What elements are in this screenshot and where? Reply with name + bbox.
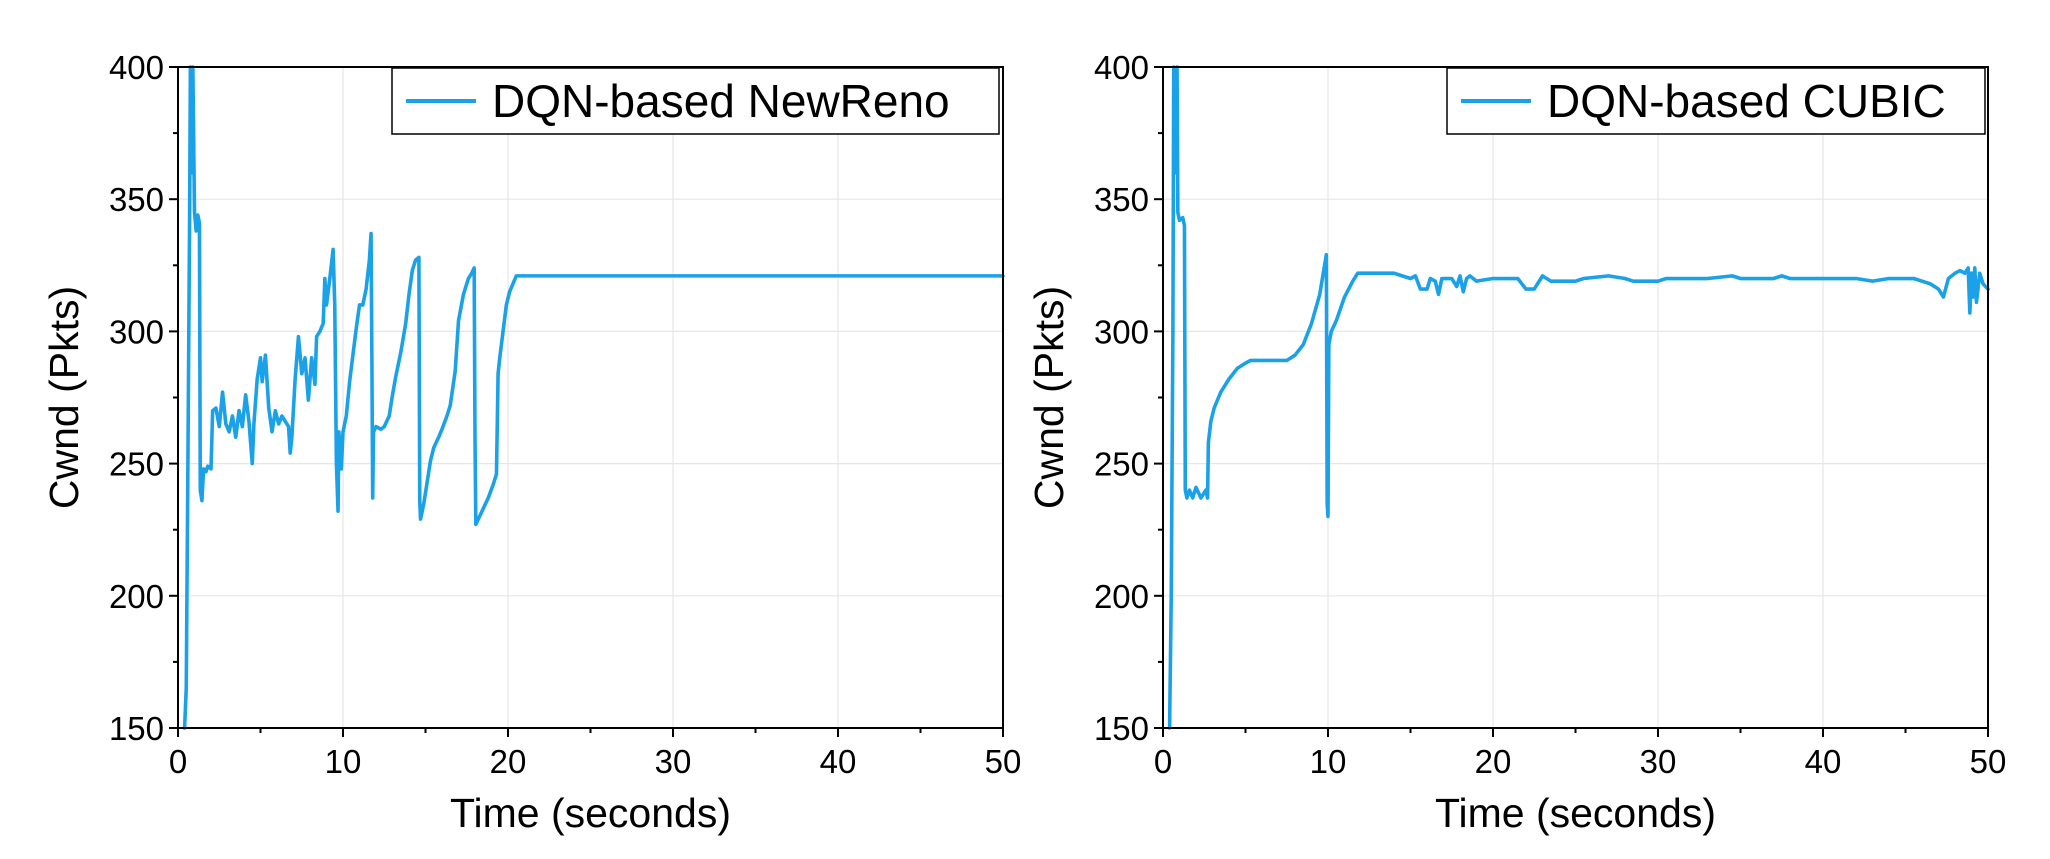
x-axis-label: Time (seconds) <box>450 790 731 836</box>
x-tick-label: 40 <box>820 743 857 780</box>
x-tick-label: 0 <box>1154 743 1172 780</box>
x-tick-label: 50 <box>985 743 1022 780</box>
plot-frame <box>1162 66 1989 729</box>
x-tick-label: 10 <box>1310 743 1347 780</box>
legend-label: DQN-based CUBIC <box>1547 75 1946 127</box>
y-tick-label: 300 <box>109 313 164 350</box>
legend-box <box>391 67 1000 135</box>
y-tick-label: 150 <box>109 710 164 747</box>
panel-cubic: 0 10 20 30 40 50 150 200 250 300 350 400 Time (secon… <box>1026 49 2006 836</box>
y-tick-label: 200 <box>109 578 164 615</box>
legend: DQN-based CUBIC <box>1446 67 1986 135</box>
y-tick-label: 300 <box>1094 313 1149 350</box>
legend: DQN-based NewReno <box>391 67 1000 135</box>
panel-newreno: 0 10 20 30 40 50 150 200 250 300 350 400 Time (secon… <box>41 49 1021 836</box>
y-axis-label: Cwnd (Pkts) <box>1026 286 1072 509</box>
x-tick-label: 20 <box>490 743 527 780</box>
series-line <box>182 65 1005 730</box>
y-axis-label: Cwnd (Pkts) <box>41 286 87 509</box>
x-axis-label: Time (seconds) <box>1435 790 1716 836</box>
x-tick-label: 20 <box>1475 743 1512 780</box>
plot-frame <box>177 66 1004 729</box>
y-tick-label: 350 <box>109 181 164 218</box>
y-tick-label: 400 <box>1094 49 1149 86</box>
series-line <box>1167 65 1990 730</box>
y-tick-label: 200 <box>1094 578 1149 615</box>
legend-box <box>1446 67 1986 135</box>
y-tick-label: 150 <box>1094 710 1149 747</box>
x-tick-label: 30 <box>655 743 692 780</box>
y-tick-label: 250 <box>109 446 164 483</box>
x-tick-label: 30 <box>1640 743 1677 780</box>
y-tick-label: 400 <box>109 49 164 86</box>
y-tick-label: 350 <box>1094 181 1149 218</box>
x-tick-label: 50 <box>1970 743 2007 780</box>
y-tick-label: 250 <box>1094 446 1149 483</box>
x-tick-label: 0 <box>169 743 187 780</box>
x-tick-label: 10 <box>325 743 362 780</box>
legend-label: DQN-based NewReno <box>492 75 950 127</box>
x-tick-label: 40 <box>1805 743 1842 780</box>
